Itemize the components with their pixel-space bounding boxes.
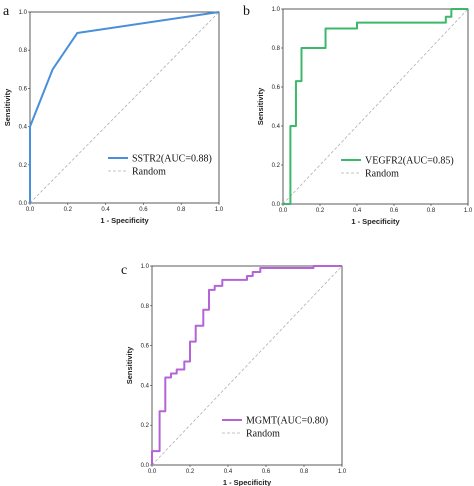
y-tick-label: 0.2 bbox=[19, 163, 28, 169]
y-tick-label: 0.0 bbox=[19, 201, 28, 207]
y-axis-title: Sensitivity bbox=[125, 346, 134, 384]
x-tick-label: 0.8 bbox=[300, 469, 309, 475]
random-reference-line bbox=[29, 11, 220, 204]
plot-frame bbox=[282, 8, 469, 205]
x-tick-label: 0.4 bbox=[224, 469, 233, 475]
y-tick-label: 0.2 bbox=[272, 163, 281, 169]
plot-frame bbox=[151, 265, 343, 466]
x-tick-label: 0.2 bbox=[316, 208, 325, 214]
y-tick-label: 0.8 bbox=[272, 46, 281, 52]
y-tick-label: 1.0 bbox=[141, 264, 150, 270]
y-tick-label: 0.4 bbox=[272, 124, 281, 130]
roc-curve bbox=[283, 8, 468, 205]
x-tick-label: 0.4 bbox=[101, 207, 110, 213]
y-tick-label: 0.4 bbox=[19, 125, 28, 131]
x-tick-label: 1.0 bbox=[215, 207, 224, 213]
x-tick-label: 0.2 bbox=[64, 207, 73, 213]
roc-curve bbox=[151, 265, 342, 465]
y-tick-label: 0.8 bbox=[141, 304, 150, 310]
y-axis-title: Sensitivity bbox=[3, 88, 12, 126]
x-axis-title: 1 - Specificity bbox=[351, 217, 400, 226]
y-tick-label: 0.6 bbox=[272, 85, 281, 91]
y-tick-label: 0.6 bbox=[141, 344, 150, 350]
y-tick-label: 0.0 bbox=[272, 202, 281, 208]
y-tick-label: 0.8 bbox=[19, 48, 28, 54]
x-tick-label: 0.6 bbox=[262, 469, 271, 475]
x-axis-title: 1 - Specificity bbox=[100, 216, 149, 225]
legend-label: VEGFR2(AUC=0.85) bbox=[365, 156, 454, 167]
roc-chart-sstr2: a 0.0 0.2 0.4 0.6 0.8 1.0 0.0 0.2 0.4 0.6 0.8 1.0 1 -… bbox=[3, 4, 224, 225]
random-reference-line bbox=[151, 265, 343, 466]
x-tick-label: 1.0 bbox=[338, 469, 347, 475]
panel-label: a bbox=[3, 4, 10, 19]
y-tick-label: 0.4 bbox=[141, 383, 150, 389]
x-tick-label: 0.4 bbox=[353, 208, 362, 214]
x-axis-title: 1 - Specificity bbox=[223, 478, 272, 486]
roc-curve bbox=[29, 11, 220, 203]
x-tick-label: 0.6 bbox=[390, 208, 399, 214]
legend-label: Random bbox=[246, 429, 280, 440]
y-axis-title: Sensitivity bbox=[256, 87, 265, 125]
plot-frame bbox=[29, 11, 220, 204]
x-tick-label: 0.0 bbox=[26, 207, 35, 213]
legend-label: MGMT(AUC=0.80) bbox=[246, 416, 328, 427]
legend-label: SSTR2(AUC=0.88) bbox=[132, 154, 212, 165]
y-tick-label: 1.0 bbox=[272, 7, 281, 13]
x-tick-label: 0.0 bbox=[148, 469, 157, 475]
y-tick-label: 0.2 bbox=[141, 423, 150, 429]
legend-label: Random bbox=[132, 167, 166, 178]
x-tick-label: 0.8 bbox=[177, 207, 186, 213]
roc-chart-mgmt: c 0.0 0.2 0.4 0.6 0.8 1.0 0.0 0.2 0.4 0.6 0.8 1.0 1 -… bbox=[121, 263, 347, 486]
x-tick-label: 0.8 bbox=[427, 208, 436, 214]
y-tick-label: 0.6 bbox=[19, 86, 28, 92]
panel-label: b bbox=[243, 4, 250, 19]
x-tick-label: 0.6 bbox=[139, 207, 148, 213]
y-tick-label: 0.0 bbox=[141, 463, 150, 469]
y-tick-label: 1.0 bbox=[19, 10, 28, 16]
panel-label: c bbox=[121, 263, 127, 278]
roc-chart-vegfr2: b 0.0 0.2 0.4 0.6 0.8 1.0 0.0 0.2 0.4 0.6 0.8 1.0 1 -… bbox=[243, 4, 473, 226]
x-tick-label: 0.0 bbox=[279, 208, 288, 214]
x-tick-label: 0.2 bbox=[186, 469, 195, 475]
x-tick-label: 1.0 bbox=[464, 208, 473, 214]
legend-label: Random bbox=[365, 169, 399, 180]
